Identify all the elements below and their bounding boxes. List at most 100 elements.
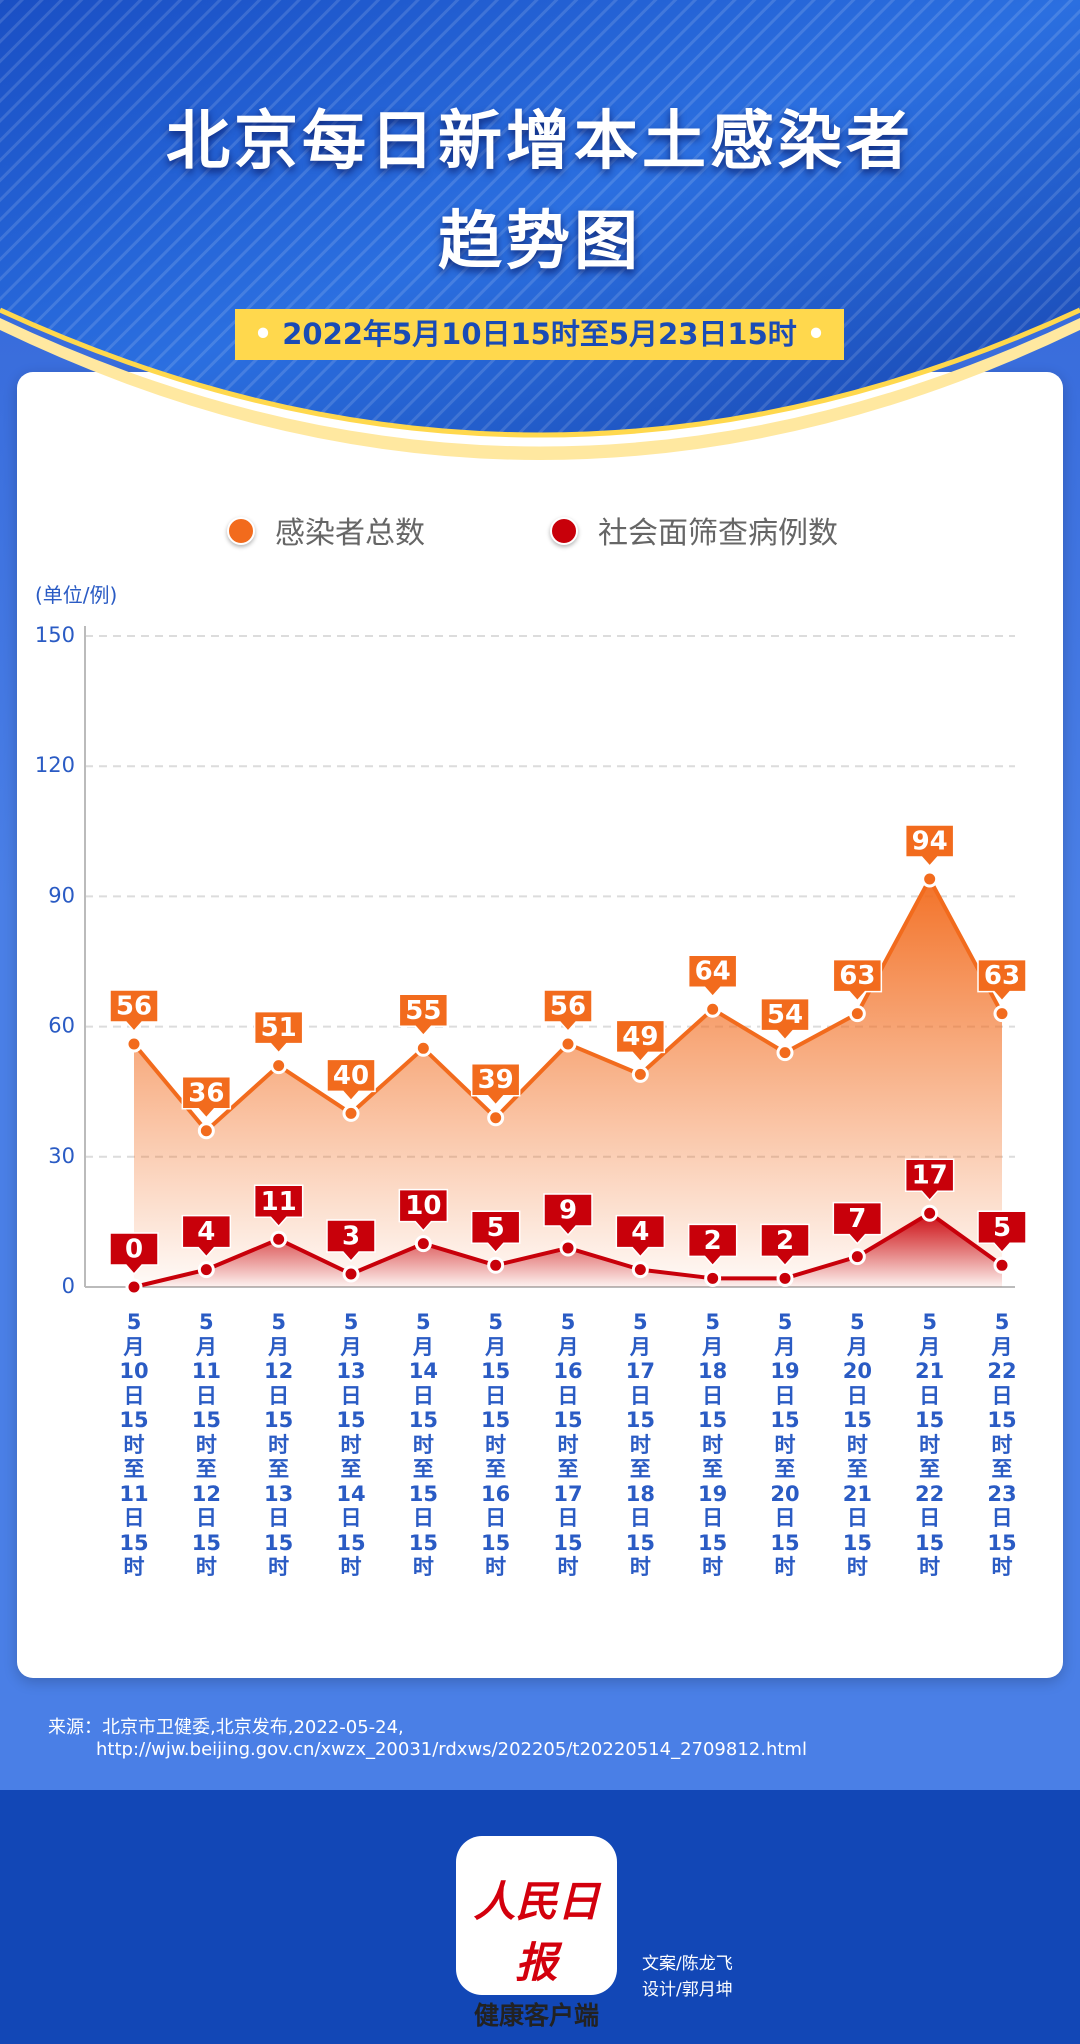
value-label: 40 <box>333 1061 369 1091</box>
y-tick-label: 150 <box>35 623 75 647</box>
point <box>848 1005 866 1023</box>
x-tick-label: 5月21日15时至22日15时 <box>915 1310 945 1579</box>
value-label: 36 <box>188 1078 224 1108</box>
value-label-box <box>615 1019 666 1063</box>
value-label: 63 <box>984 961 1020 991</box>
point <box>125 1035 143 1053</box>
value-label: 64 <box>695 957 731 987</box>
value-label-box <box>760 1223 810 1267</box>
value-label-box <box>253 1184 304 1228</box>
x-tick-label: 5月16日15时至17日15时 <box>553 1310 583 1579</box>
value-label: 3 <box>342 1221 360 1251</box>
credit: 设计/郭月坤 <box>642 1980 733 2000</box>
value-label-box <box>543 989 593 1033</box>
logo: 人民日报 健康客户端 <box>456 1836 617 2030</box>
legend-marker <box>550 517 578 545</box>
plot: 0306090120150563651405539564964546394630… <box>35 623 1027 1298</box>
value-label: 4 <box>197 1217 215 1247</box>
x-tick-label: 5月14日15时至15日15时 <box>408 1310 438 1579</box>
point <box>631 1065 649 1083</box>
point <box>559 1035 577 1053</box>
value-label: 56 <box>550 991 586 1021</box>
subtitle: 2022年5月10日15时至5月23日15时 <box>235 309 844 360</box>
point <box>270 1230 288 1248</box>
value-label-box <box>977 958 1027 1002</box>
value-label: 51 <box>261 1013 297 1043</box>
x-tick-label: 5月12日15时至13日15时 <box>264 1310 294 1579</box>
value-label: 49 <box>622 1022 658 1052</box>
value-label-box <box>977 1210 1027 1254</box>
legend-label: 社会面筛查病例数 <box>598 516 838 551</box>
x-tick-label: 5月15日15时至16日15时 <box>481 1310 511 1579</box>
point <box>631 1261 649 1279</box>
value-label-box <box>760 997 810 1041</box>
value-label-box <box>470 1062 521 1106</box>
value-label-box <box>181 1076 232 1119</box>
x-tick-label: 5月19日15时至20日15时 <box>770 1310 800 1579</box>
value-label-box <box>181 1214 232 1258</box>
area <box>134 879 1002 1287</box>
value-label-box <box>326 1219 376 1263</box>
value-label-box <box>543 1193 593 1237</box>
point <box>197 1122 215 1140</box>
point <box>414 1235 432 1253</box>
x-tick-label: 5月20日15时至21日15时 <box>842 1310 872 1579</box>
title-line: 北京每日新增本土感染者 <box>166 105 914 179</box>
value-label-box <box>253 1010 304 1054</box>
point <box>704 1269 722 1287</box>
value-label: 56 <box>116 991 152 1021</box>
credit: 文案/陈龙飞 <box>642 1954 733 1974</box>
point <box>848 1248 866 1266</box>
logo-text: 人民日报 <box>473 1877 600 1987</box>
value-label-box <box>470 1210 521 1254</box>
point <box>342 1265 360 1283</box>
point <box>559 1239 577 1257</box>
value-label: 5 <box>993 1213 1011 1243</box>
x-tick-label: 5月11日15时至12日15时 <box>191 1310 221 1579</box>
point <box>414 1039 432 1057</box>
value-label-box <box>904 1158 955 1202</box>
x-tick-label: 5月10日15时至11日15时 <box>119 1310 149 1579</box>
y-tick-label: 60 <box>48 1014 75 1038</box>
value-label: 11 <box>261 1187 297 1217</box>
x-tick-label: 5月22日15时至23日15时 <box>987 1310 1017 1579</box>
y-tick-label: 0 <box>62 1274 75 1298</box>
x-tick-label: 5月13日15时至14日15时 <box>336 1310 366 1579</box>
value-label-box <box>326 1058 376 1102</box>
value-label-box <box>687 1223 738 1267</box>
value-label: 54 <box>767 1000 803 1030</box>
value-label: 55 <box>405 996 441 1026</box>
value-label: 4 <box>631 1217 649 1247</box>
value-label: 2 <box>704 1226 722 1256</box>
value-label-box <box>615 1214 666 1258</box>
y-tick-label: 30 <box>48 1144 75 1168</box>
point <box>704 1000 722 1018</box>
value-label: 0 <box>125 1235 143 1265</box>
x-tick-label: 5月17日15时至18日15时 <box>625 1310 655 1579</box>
point <box>776 1269 794 1287</box>
y-tick-label: 120 <box>35 753 75 777</box>
value-label-box <box>398 993 449 1037</box>
value-label: 2 <box>776 1226 794 1256</box>
value-label-box <box>832 1201 883 1245</box>
title-line: 趋势图 <box>438 205 642 279</box>
point <box>993 1256 1011 1274</box>
value-label: 39 <box>478 1065 514 1095</box>
value-label-box <box>687 954 738 998</box>
point <box>487 1109 505 1127</box>
legend-marker <box>227 517 255 545</box>
value-label-box <box>904 824 955 868</box>
y-tick-label: 90 <box>48 883 75 907</box>
unit-label: (单位/例) <box>35 583 118 607</box>
value-label: 94 <box>912 827 948 857</box>
value-label: 9 <box>559 1195 577 1225</box>
point <box>993 1005 1011 1023</box>
value-label-box <box>109 1232 159 1276</box>
source-text: http://wjw.beijing.gov.cn/xwzx_20031/rdx… <box>96 1739 807 1760</box>
point <box>270 1057 288 1075</box>
point <box>342 1104 360 1122</box>
value-label: 10 <box>405 1191 441 1221</box>
source-text: 来源：北京市卫健委,北京发布,2022-05-24, <box>48 1717 404 1738</box>
value-label-box <box>398 1188 449 1232</box>
point <box>125 1278 143 1296</box>
